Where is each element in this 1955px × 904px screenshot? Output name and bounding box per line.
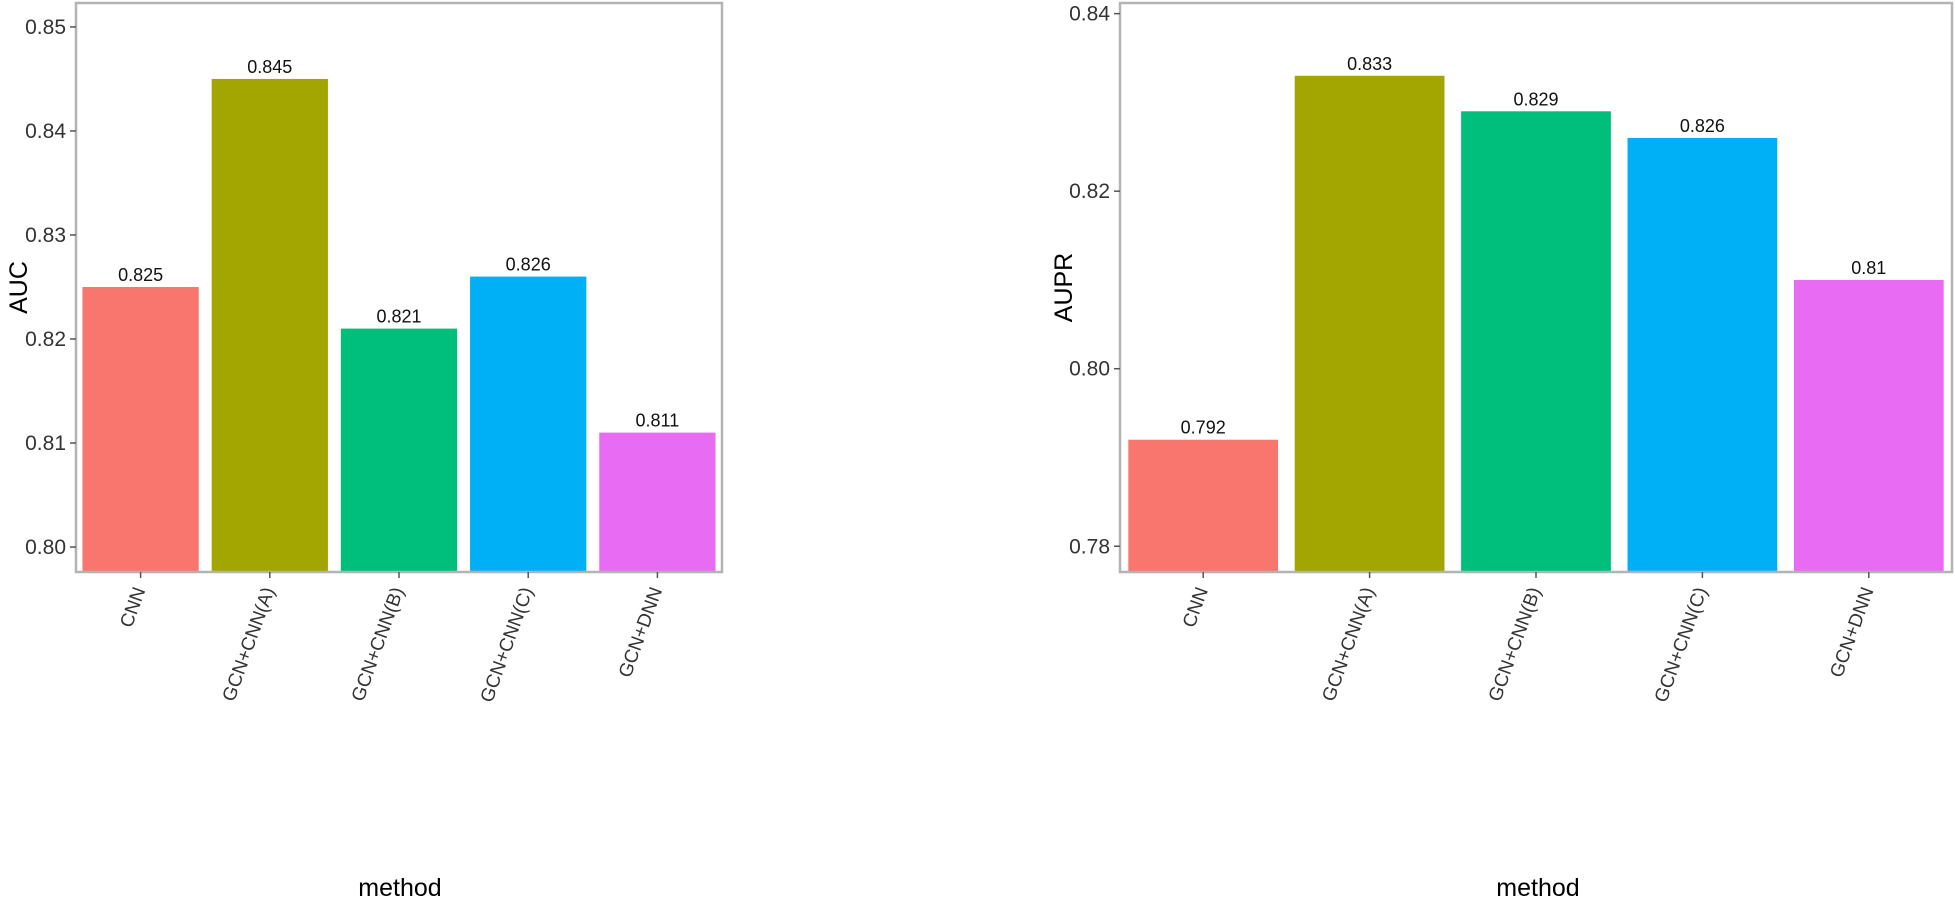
aupr-x-axis-title: method [1496,874,1579,902]
auc-data-label: 0.825 [118,265,163,285]
auc-y-tick-label: 0.81 [25,432,66,455]
aupr-x-tick-label: GCN+CNN(B) [1485,585,1546,705]
aupr-data-label: 0.833 [1347,54,1392,74]
auc-x-tick-label: GCN+CNN(C) [477,585,538,706]
auc-y-tick-label: 0.85 [25,16,66,39]
aupr-x-tick-label: GCN+CNN(C) [1651,585,1712,706]
auc-bar [82,286,199,572]
aupr-data-label: 0.81 [1851,258,1886,278]
aupr-bar [1461,111,1611,572]
auc-y-tick-label: 0.82 [25,328,66,351]
auc-data-label: 0.826 [506,255,551,275]
auc-chart: 0.825 0.845 0.821 0.826 0.811 0.80 0.81 0.82 0.8… [0,0,960,904]
aupr-x-tick-label: GCN+CNN(A) [1319,585,1380,705]
aupr-bar [1294,75,1445,572]
aupr-y-tick-label: 0.80 [1069,358,1110,381]
aupr-y-tick-label: 0.78 [1069,535,1110,558]
aupr-y-tick-label: 0.84 [1069,3,1110,26]
auc-data-label: 0.821 [376,307,421,327]
aupr-x-tick-label: CNN [1179,585,1213,631]
auc-x-tick-label: GCN+CNN(B) [348,585,409,705]
auc-y-tick-label: 0.83 [25,224,66,247]
aupr-chart-svg: 0.792 0.833 0.829 0.826 0.81 0.78 0.80 0.82 0.84… [1050,1,1954,902]
aupr-y-tick-label: 0.82 [1069,180,1110,203]
aupr-bar [1128,439,1279,572]
auc-bar [340,328,458,572]
auc-bar [211,78,328,573]
auc-y-tick-label: 0.84 [25,120,66,143]
aupr-bar [1793,279,1944,572]
aupr-bar [1627,137,1778,572]
auc-y-axis-title: AUC [5,261,33,314]
auc-x-tick-label: GCN+DNN [615,585,667,681]
aupr-chart: 0.792 0.833 0.829 0.826 0.81 0.78 0.80 0.82 0.84… [1040,0,1955,904]
auc-data-label: 0.845 [247,57,292,77]
auc-bar [599,432,716,572]
auc-x-axis-title: method [358,874,441,902]
auc-y-tick-label: 0.80 [25,536,66,559]
aupr-data-label: 0.829 [1513,89,1558,109]
aupr-y-axis-title: AUPR [1050,253,1078,322]
auc-x-tick-label: CNN [116,585,150,631]
auc-chart-svg: 0.825 0.845 0.821 0.826 0.811 0.80 0.81 0.82 0.8… [5,1,724,902]
aupr-data-label: 0.792 [1181,418,1226,438]
aupr-x-tick-label: GCN+DNN [1826,585,1878,681]
auc-data-label: 0.811 [636,411,680,431]
auc-x-tick-label: GCN+CNN(A) [219,585,280,705]
auc-bar [470,276,587,572]
aupr-data-label: 0.826 [1680,116,1725,136]
